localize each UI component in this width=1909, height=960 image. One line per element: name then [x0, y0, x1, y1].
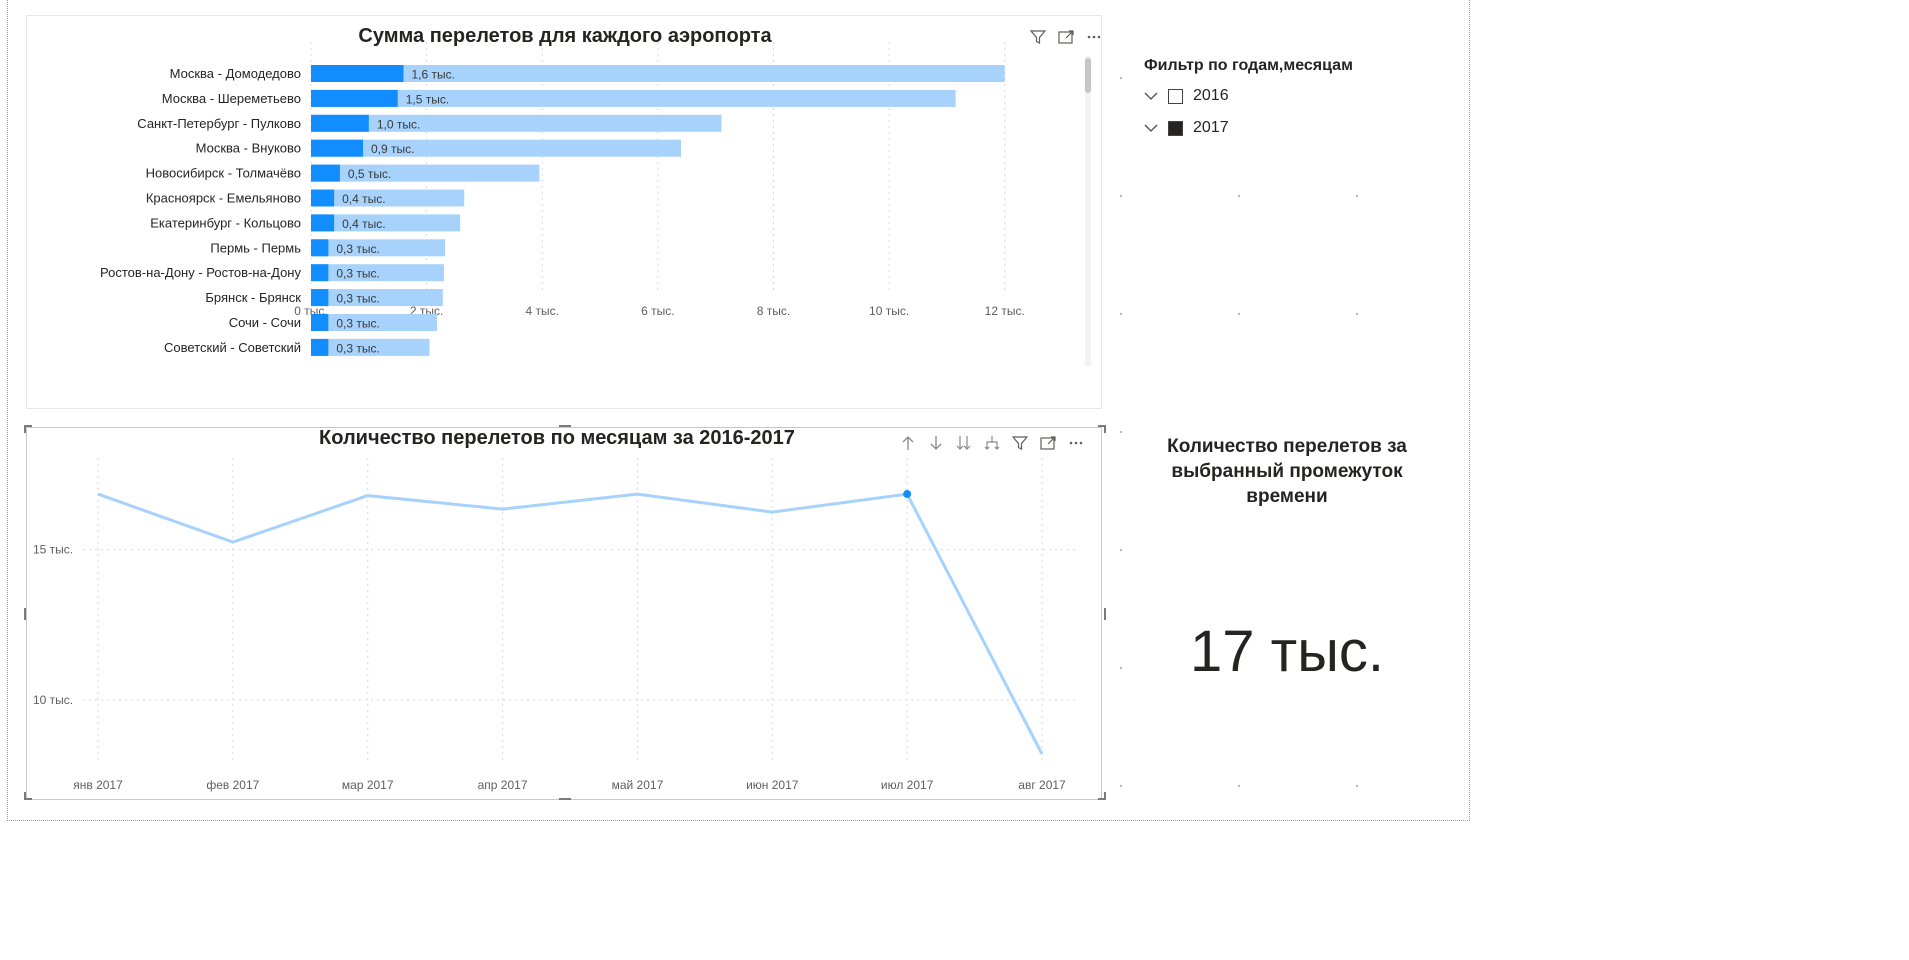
- bar-selected: [311, 115, 369, 132]
- bar-selected: [311, 239, 328, 256]
- bar-selected: [311, 140, 363, 157]
- resize-handle[interactable]: [559, 425, 571, 427]
- data-label: 0,3 тыс.: [336, 267, 379, 281]
- visual-header-icons: [1029, 28, 1103, 46]
- card-title: Количество перелетов за выбранный промеж…: [1134, 434, 1440, 509]
- chart-title: Сумма перелетов для каждого аэропорта: [358, 25, 772, 47]
- resize-handle[interactable]: [24, 608, 26, 620]
- bar-total: [311, 165, 539, 182]
- x-tick-label: 4 тыс.: [526, 304, 559, 318]
- data-label: 0,9 тыс.: [371, 142, 414, 156]
- bar-selected: [311, 314, 328, 331]
- bar-selected: [311, 339, 328, 356]
- x-tick-label: 10 тыс.: [869, 304, 909, 318]
- y-tick-label: 10 тыс.: [33, 693, 73, 707]
- category-label: Москва - Внуково: [196, 141, 301, 156]
- card-value: 17 тыс.: [1134, 618, 1440, 685]
- data-label: 0,3 тыс.: [336, 341, 379, 355]
- expand-hierarchy-icon[interactable]: [983, 434, 1001, 452]
- filter-icon[interactable]: [1029, 28, 1047, 46]
- data-label: 1,5 тыс.: [406, 92, 449, 106]
- x-tick-label: янв 2017: [73, 778, 123, 792]
- category-label: Пермь - Пермь: [210, 240, 301, 255]
- year-month-slicer[interactable]: Фильтр по годам,месяцам 2016 2017: [1134, 47, 1440, 177]
- data-label: 0,3 тыс.: [336, 242, 379, 256]
- category-label: Москва - Домодедово: [170, 66, 301, 81]
- data-label: 1,6 тыс.: [412, 68, 455, 82]
- flights-count-card[interactable]: Количество перелетов за выбранный промеж…: [1134, 426, 1440, 726]
- resize-handle[interactable]: [1104, 425, 1106, 433]
- data-label: 0,5 тыс.: [348, 167, 391, 181]
- x-tick-label: мар 2017: [342, 778, 394, 792]
- monthly-line-chart: Количество перелетов по месяцам за 2016-…: [27, 428, 1103, 801]
- x-tick-label: апр 2017: [478, 778, 528, 792]
- drill-down-icon[interactable]: [927, 434, 945, 452]
- bar-selected: [311, 289, 328, 306]
- category-label: Ростов-на-Дону - Ростов-на-Дону: [100, 265, 301, 280]
- focus-mode-icon[interactable]: [1057, 28, 1075, 46]
- category-label: Санкт-Петербург - Пулково: [137, 116, 301, 131]
- visual-header-icons: [899, 434, 1085, 452]
- scrollbar-thumb[interactable]: [1085, 58, 1091, 93]
- resize-handle[interactable]: [24, 792, 26, 800]
- resize-handle[interactable]: [1104, 608, 1106, 620]
- x-tick-label: май 2017: [612, 778, 664, 792]
- bar-selected: [311, 190, 334, 207]
- x-tick-label: фев 2017: [206, 778, 259, 792]
- bar-selected: [311, 214, 334, 231]
- resize-handle[interactable]: [559, 798, 571, 800]
- resize-handle[interactable]: [24, 425, 26, 433]
- slicer-item-label: 2016: [1193, 87, 1229, 105]
- slicer-item-2016[interactable]: 2016: [1144, 87, 1229, 105]
- focus-mode-icon[interactable]: [1039, 434, 1057, 452]
- expand-all-down-icon[interactable]: [955, 434, 973, 452]
- scrollbar-track: [1085, 56, 1091, 366]
- x-tick-label: 12 тыс.: [985, 304, 1025, 318]
- filter-icon[interactable]: [1011, 434, 1029, 452]
- x-tick-label: 8 тыс.: [757, 304, 790, 318]
- category-label: Советский - Советский: [164, 340, 301, 355]
- slicer-item-2017[interactable]: 2017: [1144, 119, 1229, 137]
- chevron-down-icon[interactable]: [1144, 91, 1158, 101]
- more-options-icon[interactable]: [1085, 28, 1103, 46]
- category-label: Москва - Шереметьево: [162, 91, 301, 106]
- bar-selected: [311, 165, 340, 182]
- x-tick-label: июн 2017: [746, 778, 799, 792]
- more-options-icon[interactable]: [1067, 434, 1085, 452]
- category-label: Сочи - Сочи: [229, 315, 301, 330]
- x-tick-label: июл 2017: [881, 778, 934, 792]
- checkbox-2017[interactable]: [1168, 121, 1183, 136]
- drill-up-icon[interactable]: [899, 434, 917, 452]
- category-label: Новосибирск - Толмачёво: [146, 166, 301, 181]
- series-line: [98, 494, 1042, 754]
- category-label: Екатеринбург - Кольцово: [150, 215, 301, 230]
- bar-selected: [311, 264, 328, 281]
- bar-selected: [311, 90, 398, 107]
- x-tick-label: авг 2017: [1018, 778, 1066, 792]
- bar-total: [311, 140, 681, 157]
- highlighted-data-point: [903, 490, 911, 498]
- data-label: 1,0 тыс.: [377, 117, 420, 131]
- resize-handle[interactable]: [1104, 792, 1106, 800]
- y-tick-label: 15 тыс.: [33, 543, 73, 557]
- chart-title: Количество перелетов по месяцам за 2016-…: [319, 428, 795, 449]
- category-label: Брянск - Брянск: [205, 290, 301, 305]
- data-label: 0,4 тыс.: [342, 192, 385, 206]
- data-label: 0,3 тыс.: [336, 317, 379, 331]
- checkbox-2016[interactable]: [1168, 89, 1183, 104]
- slicer-title: Фильтр по годам,месяцам: [1144, 57, 1353, 75]
- category-label: Красноярск - Емельяново: [146, 191, 301, 206]
- bar-total: [311, 115, 721, 132]
- slicer-item-label: 2017: [1193, 119, 1229, 137]
- monthly-line-chart-visual[interactable]: Количество перелетов по месяцам за 2016-…: [26, 427, 1102, 800]
- chevron-down-icon[interactable]: [1144, 123, 1158, 133]
- bar-selected: [311, 65, 404, 82]
- data-label: 0,4 тыс.: [342, 217, 385, 231]
- x-tick-label: 6 тыс.: [641, 304, 674, 318]
- data-label: 0,3 тыс.: [336, 292, 379, 306]
- airport-bar-chart-visual[interactable]: Сумма перелетов для каждого аэропорта 0 т…: [26, 15, 1102, 409]
